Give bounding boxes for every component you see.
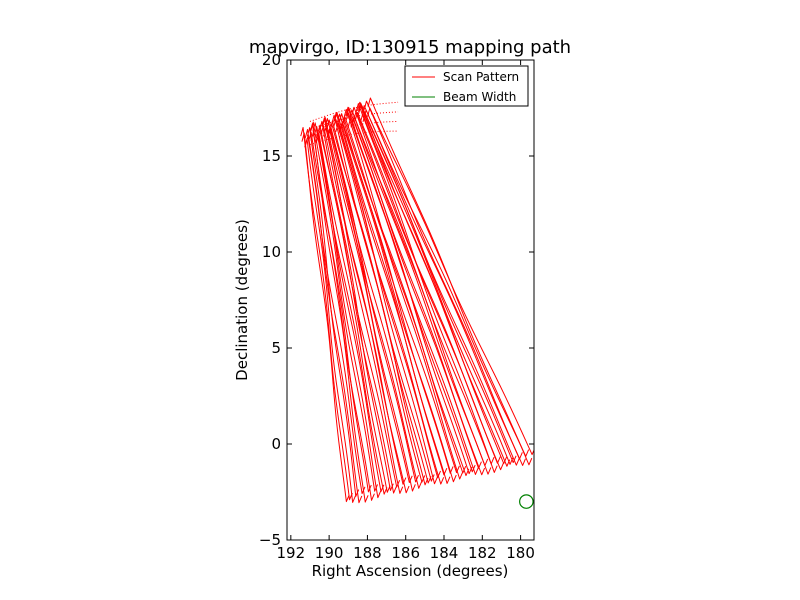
x-tick-label: 180: [506, 544, 535, 562]
scan-path: [310, 121, 379, 492]
y-tick-label: 15: [262, 147, 281, 165]
y-tick-label: 0: [271, 435, 281, 453]
scan-path: [312, 122, 388, 495]
x-axis: 192 190 188 186 184 182 180: [277, 60, 535, 562]
x-tick-label: 190: [315, 544, 344, 562]
scan-pattern-series: [300, 97, 534, 504]
scan-path-crossing: [309, 130, 399, 145]
scan-path: [319, 120, 394, 491]
scan-path: [341, 117, 470, 477]
scan-path: [333, 118, 445, 485]
scan-path: [339, 121, 460, 474]
scan-path-crossing: [309, 101, 399, 122]
scan-path: [355, 103, 498, 473]
scan-path: [345, 112, 479, 475]
scan-path: [300, 126, 353, 501]
x-tick-label: 182: [468, 544, 497, 562]
x-tick-label: 184: [430, 544, 459, 562]
chart-title: mapvirgo, ID:130915 mapping path: [249, 37, 571, 58]
y-tick-label: 5: [271, 339, 281, 357]
scan-path: [310, 131, 372, 493]
scan-path: [343, 108, 464, 480]
legend-label-scan-pattern: Scan Pattern: [443, 70, 519, 84]
scan-path: [342, 116, 467, 474]
legend-box: [404, 65, 529, 107]
y-tick-label: 20: [262, 51, 281, 69]
scan-path: [367, 107, 534, 456]
legend-label-beam-width: Beam Width: [443, 90, 516, 104]
scan-path: [349, 109, 492, 475]
scan-path: [329, 123, 435, 482]
legend: Scan Pattern Beam Width: [404, 65, 529, 107]
scan-path: [353, 111, 504, 471]
scan-path: [361, 105, 526, 466]
scan-path: [336, 113, 457, 483]
scan-path: [304, 138, 356, 503]
scan-path: [316, 132, 391, 493]
x-tick-label: 188: [353, 544, 382, 562]
y-tick-label: −5: [259, 531, 281, 549]
beam-width-marker: [519, 494, 534, 509]
scan-path: [308, 131, 375, 501]
x-tick-label: 192: [277, 544, 306, 562]
x-tick-label: 186: [391, 544, 420, 562]
beam-width-series: [519, 494, 534, 509]
scan-path: [350, 118, 486, 476]
plot-area: [286, 59, 535, 541]
x-axis-title: Right Ascension (degrees): [312, 562, 509, 580]
scan-path: [324, 117, 423, 489]
scan-path: [313, 125, 385, 492]
scan-path: [351, 115, 495, 465]
scan-path: [317, 129, 401, 488]
y-axis: −5 0 5 10 15 20: [259, 51, 534, 549]
scan-path: [320, 125, 410, 494]
scan-path: [359, 113, 511, 467]
scan-path: [327, 127, 426, 483]
scan-path-crossing: [309, 120, 399, 138]
scan-path: [357, 105, 514, 465]
y-axis-title: Declination (degrees): [233, 219, 251, 381]
scan-path: [326, 128, 416, 492]
scan-path-crossing: [309, 111, 399, 130]
plot-frame: [286, 59, 535, 541]
y-tick-label: 10: [262, 243, 281, 261]
scan-path: [362, 112, 520, 466]
scan-path: [363, 100, 523, 460]
scan-path: [305, 135, 366, 495]
scan-path: [338, 123, 451, 484]
scan-path: [363, 109, 530, 457]
